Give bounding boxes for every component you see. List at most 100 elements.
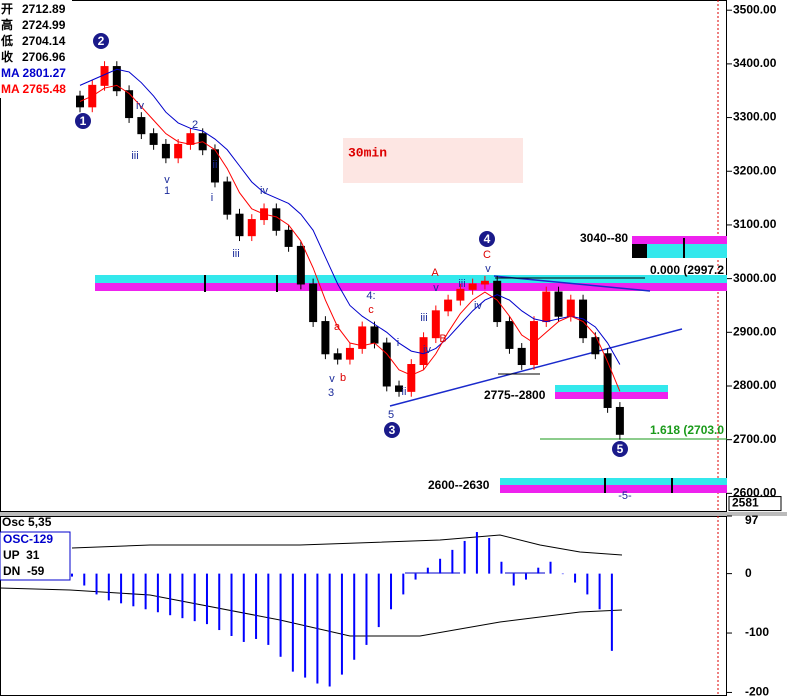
wave-label: B (439, 333, 446, 345)
candle-body (407, 364, 416, 392)
wave-label: iii (458, 278, 465, 290)
candle-body (284, 229, 293, 247)
wave-label: c (368, 304, 374, 316)
wave-label: 1 (164, 185, 170, 197)
osc-bar (377, 573, 380, 628)
osc-bar (95, 573, 98, 595)
wave-label: -5- (618, 490, 632, 502)
ma-line (79, 68, 621, 365)
candle-body (615, 406, 624, 435)
zone-magenta (632, 236, 727, 244)
osc-bar (169, 573, 172, 616)
osc-note: UP 31 (3, 548, 40, 562)
osc-note: DN -59 (3, 564, 45, 578)
osc-bar (291, 573, 294, 672)
trend-line (389, 328, 683, 407)
osc-bar (414, 573, 417, 580)
legend-entry: MA 2765.48 (1, 82, 66, 96)
wave-label: ii (213, 159, 218, 171)
osc-title: Osc 5,35 (2, 515, 52, 529)
candle-body (480, 280, 489, 285)
wave-label: 2 (192, 119, 198, 131)
info-value: 2712.89 (22, 2, 66, 16)
zone-magenta (500, 485, 727, 493)
osc-bar (267, 573, 270, 645)
y-tick-label: -100 (745, 625, 769, 639)
wave-label: iv (474, 300, 482, 312)
wave-label: i (397, 337, 399, 349)
y-tick-label: 3300.00 (733, 110, 777, 124)
candle-body (125, 90, 134, 119)
osc-bar (574, 573, 577, 583)
last-price-box (728, 496, 782, 512)
wave-label: 5 (388, 409, 394, 421)
wave-label: C (483, 249, 491, 261)
wave-label: 5 (617, 442, 624, 456)
candle-body (272, 208, 281, 231)
info-label: 低 (0, 33, 13, 48)
wave-label: iv (423, 344, 431, 356)
wave-label: 3 (389, 423, 396, 437)
osc-bar (242, 573, 245, 642)
title-box (343, 138, 523, 183)
osc-bar (365, 573, 368, 645)
wave-label: 3 (328, 387, 334, 399)
level-label: 3040--80 (580, 231, 628, 245)
candle-body (505, 321, 514, 349)
wave-label: 4 (484, 232, 491, 246)
osc-bar (598, 573, 601, 610)
osc-bar (500, 561, 503, 574)
wave-circle (384, 422, 400, 438)
candle-body (603, 353, 612, 408)
osc-bar (304, 573, 307, 678)
osc-bar (193, 573, 196, 622)
y-tick-label: 2600.00 (733, 486, 777, 500)
osc-bar (205, 573, 208, 625)
osc-bar (537, 567, 540, 574)
osc-bar (107, 573, 110, 601)
osc-bar (144, 573, 147, 610)
last-price-label: 2581 (732, 496, 759, 510)
osc-bar (71, 573, 73, 577)
osc-bar (316, 573, 319, 684)
y-tick-label: 3400.00 (733, 56, 777, 70)
y-tick-label: -200 (745, 685, 769, 696)
candle-body (137, 117, 146, 135)
osc-bar (83, 573, 86, 586)
wave-label: v (485, 263, 491, 275)
wave-label: ii (402, 386, 407, 398)
zone-cyan (500, 478, 727, 485)
candle-body (554, 291, 563, 317)
level-label: 1.618 (2703.0 (650, 423, 724, 437)
zone-cyan (95, 275, 727, 283)
zone-ticks (204, 238, 685, 493)
candle-body (174, 143, 183, 159)
candle-body (112, 66, 121, 92)
candle-body (223, 181, 232, 215)
wave-label: 4: (366, 290, 375, 302)
candle-body (149, 133, 158, 145)
candle-body (542, 291, 551, 323)
osc-bar (524, 573, 527, 580)
chart-title: 30min (348, 145, 387, 160)
wave-label: i (211, 192, 213, 204)
osc-bar (463, 540, 466, 574)
osc-bar (451, 549, 454, 574)
y-tick-label: 2800.00 (733, 378, 777, 392)
legend-entry: MA 2801.27 (1, 66, 66, 80)
y-tick-label: 3100.00 (733, 217, 777, 231)
wave-label: iv (136, 100, 144, 112)
osc-bar (353, 573, 356, 660)
y-tick-label: 0 (745, 566, 752, 580)
candle-body (235, 213, 244, 237)
osc-bar (402, 573, 405, 595)
info-box (0, 0, 72, 98)
wave-label: iv (260, 185, 268, 197)
y-tick-label: 3200.00 (733, 163, 777, 177)
wave-label: v (433, 282, 439, 294)
osc-bar (586, 573, 589, 595)
wave-circle (612, 441, 628, 457)
wave-circle (75, 113, 91, 129)
wave-label: 2 (98, 34, 105, 48)
